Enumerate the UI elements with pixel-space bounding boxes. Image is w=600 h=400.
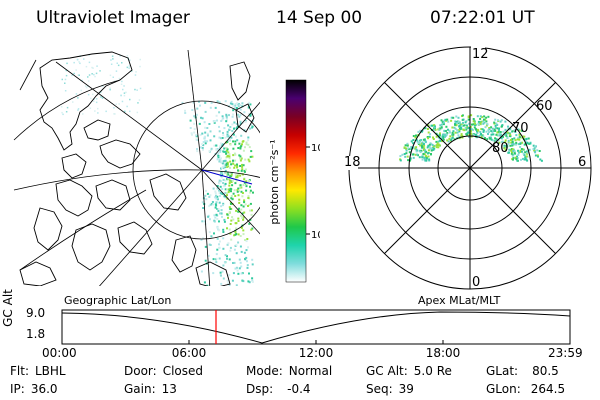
gain-info: Gain: 13 [124, 382, 177, 396]
mlat-label-70: 70 [512, 121, 529, 136]
mlt-label-12: 12 [472, 47, 489, 62]
mlt-label-0: 0 [472, 275, 480, 290]
glat-value: 80.5 [532, 364, 559, 378]
time-tick-0600: 06:00 [171, 346, 207, 360]
seq-info: Seq: 39 [366, 382, 414, 396]
altitude-curve [61, 311, 571, 344]
mlt-label-6: 6 [578, 155, 586, 170]
colorbar: 100 10 photon cm⁻²s⁻¹ [268, 79, 320, 283]
image-title: Ultraviolet Imager [36, 8, 190, 28]
geographic-projection-label: Geographic Lat/Lon [64, 294, 172, 307]
dsp-value: -0.4 [287, 382, 311, 396]
filter-info: Flt: LBHL [10, 364, 66, 378]
door-info: Door: Closed [124, 364, 204, 378]
mode-value: Normal [288, 364, 333, 378]
glon-info: GLon: 264.5 [486, 382, 566, 396]
altitude-plot-ticks [188, 340, 444, 344]
time-tick-2359: 23:59 [548, 346, 583, 360]
seq-value: 39 [398, 382, 414, 396]
mlat-label-80: 80 [492, 141, 509, 156]
colorbar-scale [285, 79, 307, 283]
ip-info: IP: 36.0 [10, 382, 58, 396]
altitude-plot [61, 309, 571, 345]
lat-lon-grid [13, 50, 260, 286]
polar-grid [348, 46, 592, 290]
mlt-label-18: 18 [344, 155, 361, 170]
image-time: 07:22:01 UT [430, 8, 535, 28]
altitude-axis-title: GC Alt [1, 289, 15, 327]
altitude-tick-high: 9.0 [26, 306, 46, 320]
polar-mlt-plot: 12 18 6 0 60 70 80 [342, 46, 592, 290]
glat-info: GLat: 80.5 [486, 364, 559, 378]
time-tick-1800: 18:00 [425, 346, 461, 360]
geographic-map [13, 50, 260, 286]
apex-projection-label: Apex MLat/MLT [418, 294, 501, 307]
filter-value: LBHL [34, 364, 66, 378]
door-value: Closed [162, 364, 204, 378]
altitude-plot-frame [61, 309, 571, 345]
time-tick-0000: 00:00 [42, 346, 77, 360]
mode-info: Mode: Normal [246, 364, 333, 378]
gc-alt-value: 5.0 Re [413, 364, 452, 378]
colorbar-tick-10: 10 [311, 230, 320, 241]
image-date: 14 Sep 00 [276, 8, 363, 28]
time-tick-1200: 12:00 [298, 346, 334, 360]
glon-value: 264.5 [530, 382, 566, 396]
colorbar-unit-label: photon cm⁻²s⁻¹ [268, 139, 281, 224]
altitude-tick-low: 1.8 [26, 327, 46, 341]
polar-aurora [399, 114, 543, 162]
dsp-info: Dsp: -0.4 [246, 382, 311, 396]
coastlines [19, 51, 255, 286]
colorbar-tick-100: 100 [311, 143, 320, 154]
gain-value: 13 [161, 382, 177, 396]
gc-alt-info: GC Alt: 5.0 Re [366, 364, 452, 378]
mlat-label-60: 60 [536, 99, 553, 114]
view-direction-line [201, 169, 253, 185]
ip-value: 36.0 [30, 382, 58, 396]
